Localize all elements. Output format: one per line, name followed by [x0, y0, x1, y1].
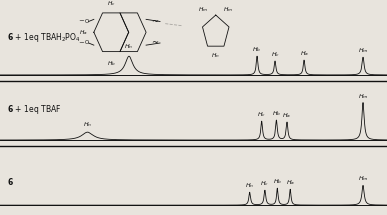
Text: ~: ~: [151, 17, 158, 26]
Text: O: O: [85, 40, 89, 46]
Text: $H_b$: $H_b$: [107, 59, 116, 68]
Text: $H_c$: $H_c$: [107, 0, 116, 8]
Text: $H_{a}$: $H_{a}$: [286, 178, 295, 187]
Text: $H_{b}$: $H_{b}$: [273, 178, 282, 186]
Text: $H_{a}$: $H_{a}$: [300, 49, 308, 58]
Text: O: O: [85, 19, 89, 24]
Text: $H_{c}$: $H_{c}$: [271, 50, 279, 59]
Text: $H_{b}$: $H_{b}$: [272, 109, 281, 118]
Text: $H_{m}$: $H_{m}$: [358, 92, 368, 101]
Text: $H_{n}$: $H_{n}$: [245, 181, 254, 190]
Text: ~: ~: [151, 38, 158, 48]
Text: $H_{a}$: $H_{a}$: [283, 111, 291, 120]
Text: ~: ~: [79, 18, 85, 25]
Text: $\mathbf{6}$ + 1eq TBAF: $\mathbf{6}$ + 1eq TBAF: [7, 103, 61, 116]
Text: $H_{c}$: $H_{c}$: [260, 180, 269, 188]
Text: $\mathbf{6}$ + 1eq TBAH$_2$PO$_4$: $\mathbf{6}$ + 1eq TBAH$_2$PO$_4$: [7, 31, 80, 44]
Text: $H_{n}$: $H_{n}$: [83, 120, 92, 129]
Text: $\mathbf{6}$: $\mathbf{6}$: [7, 176, 14, 187]
Text: $H_{m}$: $H_{m}$: [358, 46, 368, 55]
Text: ~: ~: [79, 40, 85, 46]
Text: $H_{b}$: $H_{b}$: [252, 45, 262, 54]
Text: $H_{c}$: $H_{c}$: [257, 111, 266, 119]
Text: $H_m$: $H_m$: [223, 5, 233, 14]
Text: $H_n$: $H_n$: [211, 52, 220, 60]
Text: $H_m$: $H_m$: [199, 5, 209, 14]
Text: $H_{n}$: $H_{n}$: [124, 42, 134, 51]
Text: $H_{m}$: $H_{m}$: [358, 175, 368, 183]
Text: $H_a$: $H_a$: [79, 28, 88, 37]
